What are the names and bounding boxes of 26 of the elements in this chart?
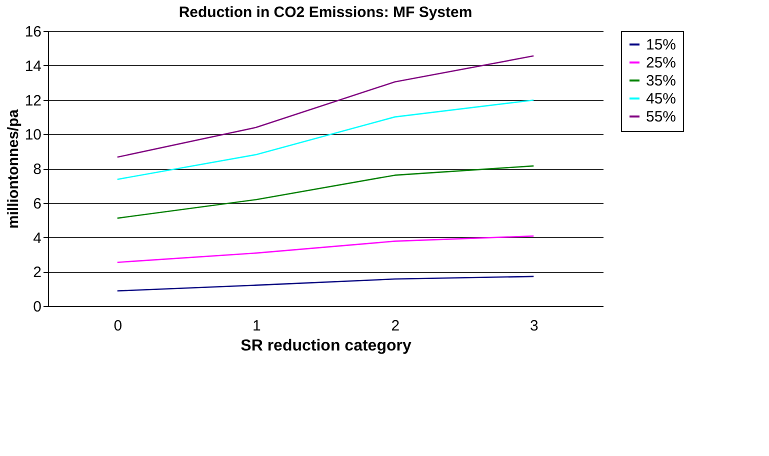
y-tick-label: 12 xyxy=(24,92,42,110)
line-series xyxy=(116,55,534,158)
y-tick-label: 8 xyxy=(33,161,42,178)
y-tick-label: 2 xyxy=(33,264,42,282)
line-series xyxy=(116,165,534,219)
line-series xyxy=(116,276,534,292)
x-axis-title: SR reduction category xyxy=(240,338,412,354)
x-tick-label: 0 xyxy=(114,318,122,334)
legend-label: 55% xyxy=(646,108,676,126)
y-tick-label: 14 xyxy=(24,58,42,75)
y-tick-label: 10 xyxy=(24,126,42,144)
y-tick-label: 6 xyxy=(33,195,42,212)
y-tick-label: 16 xyxy=(24,24,42,40)
y-tick-label: 4 xyxy=(33,230,42,247)
x-tick-label: 1 xyxy=(252,318,261,334)
y-axis-title: milliontonnes/pa xyxy=(4,108,22,229)
line-series xyxy=(116,235,534,263)
legend-label: 15% xyxy=(646,36,676,54)
chart-title: Reduction in CO2 Emissions: MF System xyxy=(178,4,472,21)
legend-label: 25% xyxy=(646,54,676,72)
legend-label: 45% xyxy=(646,90,676,108)
line-series xyxy=(116,99,534,180)
y-tick-label: 0 xyxy=(33,298,42,316)
x-tick-label: 3 xyxy=(530,318,538,334)
legend-label: 35% xyxy=(646,72,676,90)
x-tick-label: 2 xyxy=(391,318,400,334)
